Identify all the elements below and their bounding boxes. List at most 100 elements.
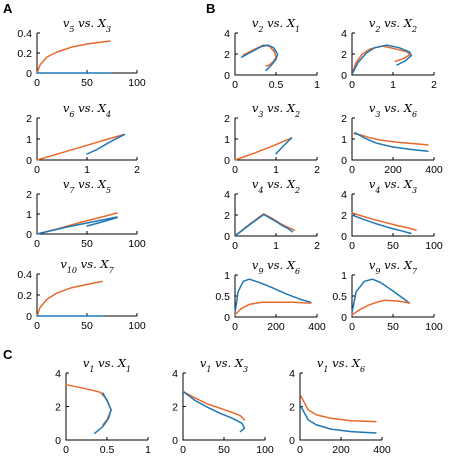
orange-series-line [65, 383, 112, 426]
y-tick-label: 0.2 [17, 48, 32, 60]
blue-series-line [351, 214, 412, 235]
y-tick-label: 0 [26, 68, 32, 80]
chart-title: v1 vs. X6 [317, 356, 365, 374]
chart-v10-vs-x7: v10 vs. X7 0 50 100 0 0.2 0.4 [17, 257, 146, 332]
y-tick-label: 0.2 [17, 290, 32, 302]
y-tick-label: 0 [172, 435, 178, 447]
x-tick-label: 400 [425, 164, 443, 176]
axes-lines [351, 118, 434, 161]
y-tick-label: 0.4 [17, 28, 32, 40]
chart-v9-vs-x7: v9 vs. X7 0 50 100 0 0.5 1 [332, 258, 443, 333]
chart-title: v2 vs. X2 [369, 16, 417, 34]
x-tick-label: 2 [431, 79, 437, 91]
y-tick-label: 2 [55, 402, 61, 414]
x-tick-label: 0 [232, 164, 238, 176]
y-tick-label: 0 [26, 229, 32, 241]
y-tick-label: 2 [26, 189, 32, 201]
y-tick-label: 4 [224, 189, 230, 201]
x-tick-label: 2 [314, 164, 320, 176]
axes-lines [234, 275, 317, 318]
panel-label-c: C [3, 347, 13, 362]
y-tick-label: 4 [172, 368, 178, 380]
y-tick-label: 0 [341, 312, 347, 324]
y-tick-label: 0 [224, 312, 230, 324]
orange-series-line [352, 45, 411, 73]
blue-series-line [234, 213, 294, 237]
x-tick-label: 0 [34, 77, 40, 89]
y-tick-label: 0 [55, 435, 61, 447]
x-tick-label: 200 [332, 444, 350, 456]
blue-series-line [234, 278, 312, 314]
x-tick-label: 0 [232, 321, 238, 333]
x-tick-label: 0 [349, 79, 355, 91]
x-tick-label: 200 [384, 164, 402, 176]
blue-series-line [351, 278, 411, 314]
y-tick-label: 1 [224, 270, 230, 282]
x-tick-label: 0 [297, 444, 303, 456]
y-tick-label: 0 [26, 311, 32, 323]
x-tick-label: 100 [128, 320, 146, 332]
orange-series-line [351, 299, 411, 316]
x-tick-label: 1 [84, 164, 90, 176]
chart-title: v3 vs. X2 [252, 101, 300, 119]
panel-label-a: A [3, 1, 13, 16]
y-tick-label: 4 [55, 368, 61, 380]
x-tick-label: 0 [232, 79, 238, 91]
blue-series-line [354, 131, 429, 152]
y-tick-label: 1 [224, 134, 230, 146]
blue-series-line [93, 392, 112, 435]
orange-series-line [353, 133, 429, 146]
y-tick-label: 2 [341, 210, 347, 222]
chart-v6-vs-x4: v6 vs. X4 0 1 2 0 1 2 [26, 101, 140, 176]
chart-title: v10 vs. X7 [60, 257, 114, 275]
chart-v2-vs-x1: v2 vs. X1 0 0.5 1 0 2 4 [224, 16, 320, 91]
chart-v1-vs-x3: v1 vs. X3 0 50 100 0 2 4 [172, 356, 274, 456]
y-tick-label: 2 [224, 49, 230, 61]
axes-lines [36, 274, 137, 317]
chart-v1-vs-x6: v1 vs. X6 0 200 400 0 2 4 [289, 356, 391, 456]
x-tick-label: 0 [232, 240, 238, 252]
x-tick-label: 50 [218, 444, 230, 456]
x-tick-label: 50 [81, 77, 93, 89]
y-tick-label: 4 [224, 28, 230, 40]
axes-lines [182, 373, 265, 441]
chart-title: v1 vs. X3 [200, 356, 248, 374]
x-tick-label: 1 [145, 444, 151, 456]
panel-label-b: B [206, 1, 215, 16]
y-tick-label: 1 [26, 209, 32, 221]
x-tick-label: 400 [373, 444, 391, 456]
orange-series-line [300, 395, 377, 423]
x-tick-label: 0 [349, 240, 355, 252]
x-tick-label: 1 [314, 79, 320, 91]
y-tick-label: 0 [224, 231, 230, 243]
chart-title: v7 vs. X5 [63, 177, 111, 195]
x-tick-label: 50 [387, 240, 399, 252]
x-tick-label: 400 [308, 321, 326, 333]
axes-lines [234, 194, 317, 237]
x-tick-label: 0.5 [100, 444, 115, 456]
chart-title: v9 vs. X6 [252, 258, 300, 276]
y-tick-label: 2 [341, 113, 347, 125]
y-tick-label: 0 [341, 231, 347, 243]
x-tick-label: 0 [349, 321, 355, 333]
chart-title: v5 vs. X3 [63, 16, 111, 34]
x-tick-label: 1 [273, 164, 279, 176]
y-tick-label: 2 [26, 113, 32, 125]
chart-v9-vs-x6: v9 vs. X6 0 200 400 0 0.5 1 [215, 258, 326, 333]
y-tick-label: 2 [224, 210, 230, 222]
axes-lines [36, 194, 137, 235]
x-tick-label: 0 [63, 444, 69, 456]
blue-series-line [86, 216, 118, 227]
orange-series-line [36, 40, 111, 74]
orange-series-line [234, 301, 312, 316]
x-tick-label: 0 [34, 238, 40, 250]
y-tick-label: 1 [341, 270, 347, 282]
chart-title: v2 vs. X1 [252, 16, 300, 34]
chart-title: v9 vs. X7 [369, 258, 418, 276]
blue-series-line [275, 137, 293, 155]
x-tick-label: 0 [180, 444, 186, 456]
orange-series-line [351, 212, 417, 231]
y-tick-label: 0.4 [17, 269, 32, 281]
